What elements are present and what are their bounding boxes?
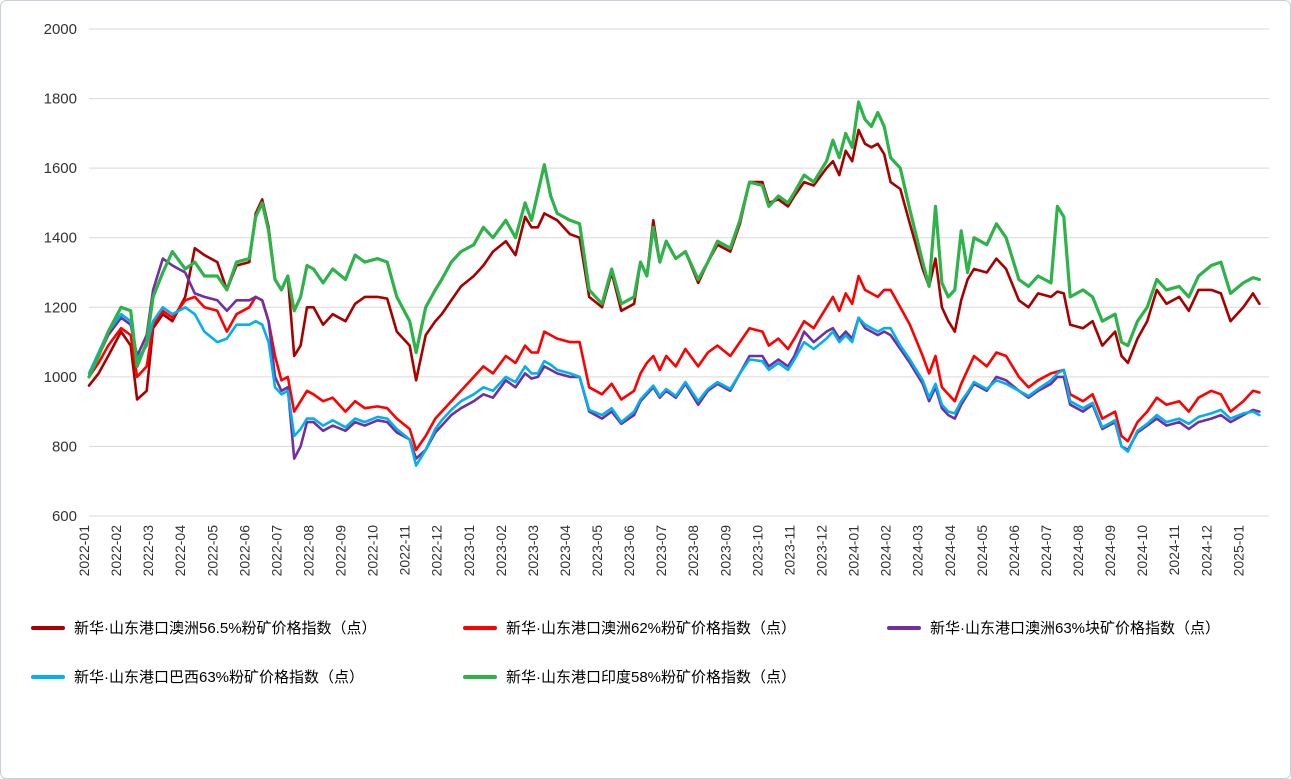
x-axis-label: 2022-08 bbox=[300, 525, 316, 577]
x-axis-label: 2024-10 bbox=[1134, 525, 1150, 577]
legend-line-swatch bbox=[31, 625, 65, 630]
x-axis-label: 2022-06 bbox=[236, 525, 252, 577]
legend-label: 新华·山东港口澳洲62%粉矿价格指数（点） bbox=[506, 620, 797, 637]
x-axis-label: 2023-04 bbox=[557, 525, 573, 577]
legend-item: 新华·山东港口澳洲56.5%粉矿价格指数（点） bbox=[31, 617, 463, 638]
x-axis-label: 2023-02 bbox=[493, 525, 509, 577]
legend-item: 新华·山东港口印度58%粉矿价格指数（点） bbox=[463, 666, 887, 687]
x-axis-label: 2022-04 bbox=[172, 525, 188, 577]
x-axis-label: 2025-01 bbox=[1230, 525, 1246, 577]
x-axis-label: 2022-10 bbox=[365, 525, 381, 577]
legend-item: 新华·山东港口澳洲62%粉矿价格指数（点） bbox=[463, 617, 887, 638]
x-axis-label: 2024-01 bbox=[846, 525, 862, 577]
x-axis-label: 2022-12 bbox=[429, 525, 445, 577]
series-line-5 bbox=[87, 100, 1262, 379]
series-line-4 bbox=[87, 305, 1261, 467]
x-axis-label: 2023-09 bbox=[717, 525, 733, 577]
legend-line-swatch bbox=[31, 674, 65, 679]
legend-line-swatch bbox=[887, 625, 921, 630]
y-axis-label: 1800 bbox=[44, 91, 77, 108]
x-axis-label: 2024-09 bbox=[1102, 525, 1118, 577]
y-axis-label: 2000 bbox=[44, 21, 77, 38]
x-axis-label: 2024-07 bbox=[1038, 525, 1054, 577]
legend-item: 新华·山东港口澳洲63%块矿价格指数（点） bbox=[887, 617, 1280, 638]
x-axis-label: 2024-03 bbox=[910, 525, 926, 577]
x-axis-label: 2024-11 bbox=[1166, 525, 1182, 576]
series-line-1 bbox=[87, 128, 1261, 401]
x-axis-label: 2023-10 bbox=[749, 525, 765, 577]
legend-label: 新华·山东港口澳洲56.5%粉矿价格指数（点） bbox=[74, 620, 377, 637]
y-axis-label: 600 bbox=[52, 508, 77, 525]
legend-label: 新华·山东港口澳洲63%块矿价格指数（点） bbox=[930, 620, 1221, 637]
price-index-line-chart: 600 800 1000 1200 1400 1600 1800 2000 2022-01 202… bbox=[44, 21, 1269, 577]
x-axis-label: 2024-12 bbox=[1198, 525, 1214, 577]
x-axis-label: 2024-04 bbox=[942, 525, 958, 577]
x-axis-label: 2024-06 bbox=[1006, 525, 1022, 577]
legend-item: 新华·山东港口巴西63%粉矿价格指数（点） bbox=[31, 666, 463, 687]
x-axis-label: 2022-09 bbox=[333, 525, 349, 577]
x-axis-label: 2023-08 bbox=[685, 525, 701, 577]
x-axis-label: 2022-03 bbox=[140, 525, 156, 577]
x-axis-label: 2022-01 bbox=[76, 525, 92, 577]
x-axis-label: 2023-05 bbox=[589, 525, 605, 577]
x-axis-label: 2023-03 bbox=[525, 525, 541, 577]
x-axis-label: 2022-05 bbox=[204, 525, 220, 577]
x-axis-label: 2024-02 bbox=[878, 525, 894, 577]
x-axis-label: 2024-05 bbox=[974, 525, 990, 577]
x-axis-label: 2022-07 bbox=[268, 525, 284, 577]
x-axis-label: 2023-12 bbox=[814, 525, 830, 577]
x-axis-label: 2023-11 bbox=[781, 525, 797, 576]
y-axis-label: 1400 bbox=[44, 230, 77, 247]
series-line-3 bbox=[87, 257, 1261, 460]
x-axis-label: 2023-07 bbox=[653, 525, 669, 577]
x-axis-label: 2022-02 bbox=[108, 525, 124, 577]
y-axis-label: 800 bbox=[52, 438, 77, 455]
legend-line-swatch bbox=[463, 625, 497, 630]
y-axis-label: 1600 bbox=[44, 160, 77, 177]
legend-label: 新华·山东港口巴西63%粉矿价格指数（点） bbox=[74, 669, 365, 686]
series-line-2 bbox=[87, 274, 1261, 452]
chart-legend: 新华·山东港口澳洲56.5%粉矿价格指数（点） 新华·山东港口澳洲62%粉矿价格指… bbox=[1, 603, 1290, 687]
y-axis-label: 1200 bbox=[44, 299, 77, 316]
legend-label: 新华·山东港口印度58%粉矿价格指数（点） bbox=[506, 669, 797, 686]
legend-line-swatch bbox=[463, 674, 497, 679]
x-axis-label: 2023-01 bbox=[461, 525, 477, 577]
x-axis-label: 2022-11 bbox=[397, 525, 413, 576]
x-axis-label: 2023-06 bbox=[621, 525, 637, 577]
y-axis-label: 1000 bbox=[44, 369, 77, 386]
x-axis-label: 2024-08 bbox=[1070, 525, 1086, 577]
